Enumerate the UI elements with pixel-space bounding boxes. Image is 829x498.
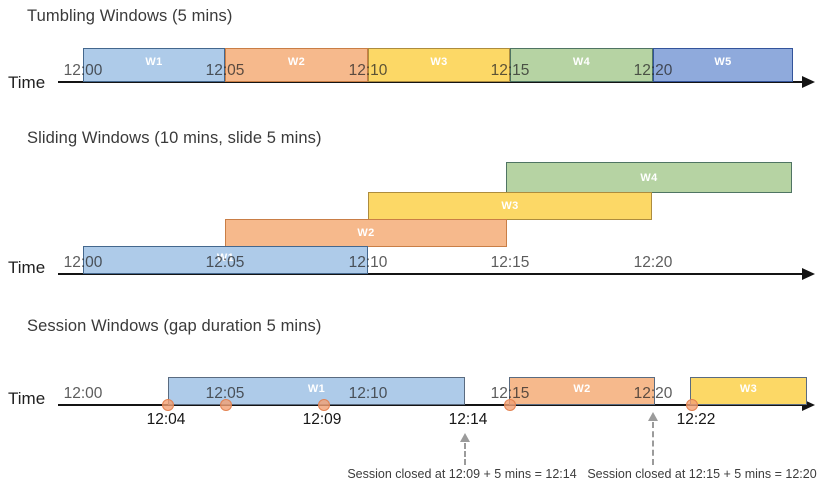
event-time-12-22: 12:22 (676, 411, 716, 428)
session-tick-12-00: 12:00 (63, 385, 103, 402)
session-tick-12-05: 12:05 (205, 385, 245, 402)
session-time-axis-label: Time (8, 389, 46, 408)
session-closed-note-2: Session closed at 12:15 + 5 mins = 12:20 (587, 467, 817, 481)
sliding-window-w4: W4 (506, 162, 792, 193)
tumbling-axis-arrowhead-icon (802, 76, 815, 88)
session-tick-12-20: 12:20 (633, 385, 673, 402)
tumbling-title: Tumbling Windows (5 mins) (27, 7, 233, 25)
event-time-12-14: 12:14 (448, 411, 488, 428)
tumbling-window-w3: W3 (368, 48, 510, 82)
sliding-title: Sliding Windows (10 mins, slide 5 mins) (27, 129, 322, 147)
tumbling-time-axis-label: Time (8, 73, 46, 92)
sliding-window-w2: W2 (225, 219, 507, 247)
sliding-window-w3: W3 (368, 192, 652, 220)
session-closed-note-1: Session closed at 12:09 + 5 mins = 12:14 (347, 467, 577, 481)
sliding-tick-12-05: 12:05 (205, 254, 245, 271)
sliding-tick-12-10: 12:10 (348, 254, 388, 271)
tumbling-tick-12-10: 12:10 (348, 62, 388, 79)
session-time-axis (58, 404, 806, 406)
sliding-time-axis-label: Time (8, 258, 46, 277)
event-dot-12-09 (318, 399, 330, 411)
event-time-12-04: 12:04 (146, 411, 186, 428)
event-time-12-09: 12:09 (302, 411, 342, 428)
sliding-tick-12-20: 12:20 (633, 254, 673, 271)
tumbling-window-w1: W1 (83, 48, 225, 82)
session-title: Session Windows (gap duration 5 mins) (27, 317, 322, 335)
sliding-tick-12-00: 12:00 (63, 254, 103, 271)
annotation-arrow-line (464, 443, 466, 465)
sliding-tick-12-15: 12:15 (490, 254, 530, 271)
tumbling-window-w4: W4 (510, 48, 653, 82)
annotation-arrow-up-icon (648, 412, 658, 421)
annotation-arrow-up-icon (460, 433, 470, 442)
event-dot-12-15 (504, 399, 516, 411)
tumbling-time-axis (58, 81, 806, 83)
tumbling-tick-12-00: 12:00 (63, 62, 103, 79)
tumbling-window-w5: W5 (653, 48, 793, 82)
session-window-w1: W1 (168, 377, 465, 405)
tumbling-tick-12-15: 12:15 (490, 62, 530, 79)
event-dot-12-22 (686, 399, 698, 411)
tumbling-tick-12-20: 12:20 (633, 62, 673, 79)
session-tick-12-10: 12:10 (348, 385, 388, 402)
sliding-time-axis (58, 273, 806, 275)
sliding-axis-arrowhead-icon (802, 268, 815, 280)
event-dot-12-04 (162, 399, 174, 411)
session-window-w2: W2 (509, 377, 655, 405)
tumbling-window-w2: W2 (225, 48, 368, 82)
annotation-arrow-line (652, 422, 654, 465)
event-dot-12-06 (220, 399, 232, 411)
sliding-window-w1: W1 (83, 246, 368, 274)
tumbling-tick-12-05: 12:05 (205, 62, 245, 79)
session-tick-12-15: 12:15 (490, 385, 530, 402)
session-window-w3: W3 (690, 377, 807, 405)
